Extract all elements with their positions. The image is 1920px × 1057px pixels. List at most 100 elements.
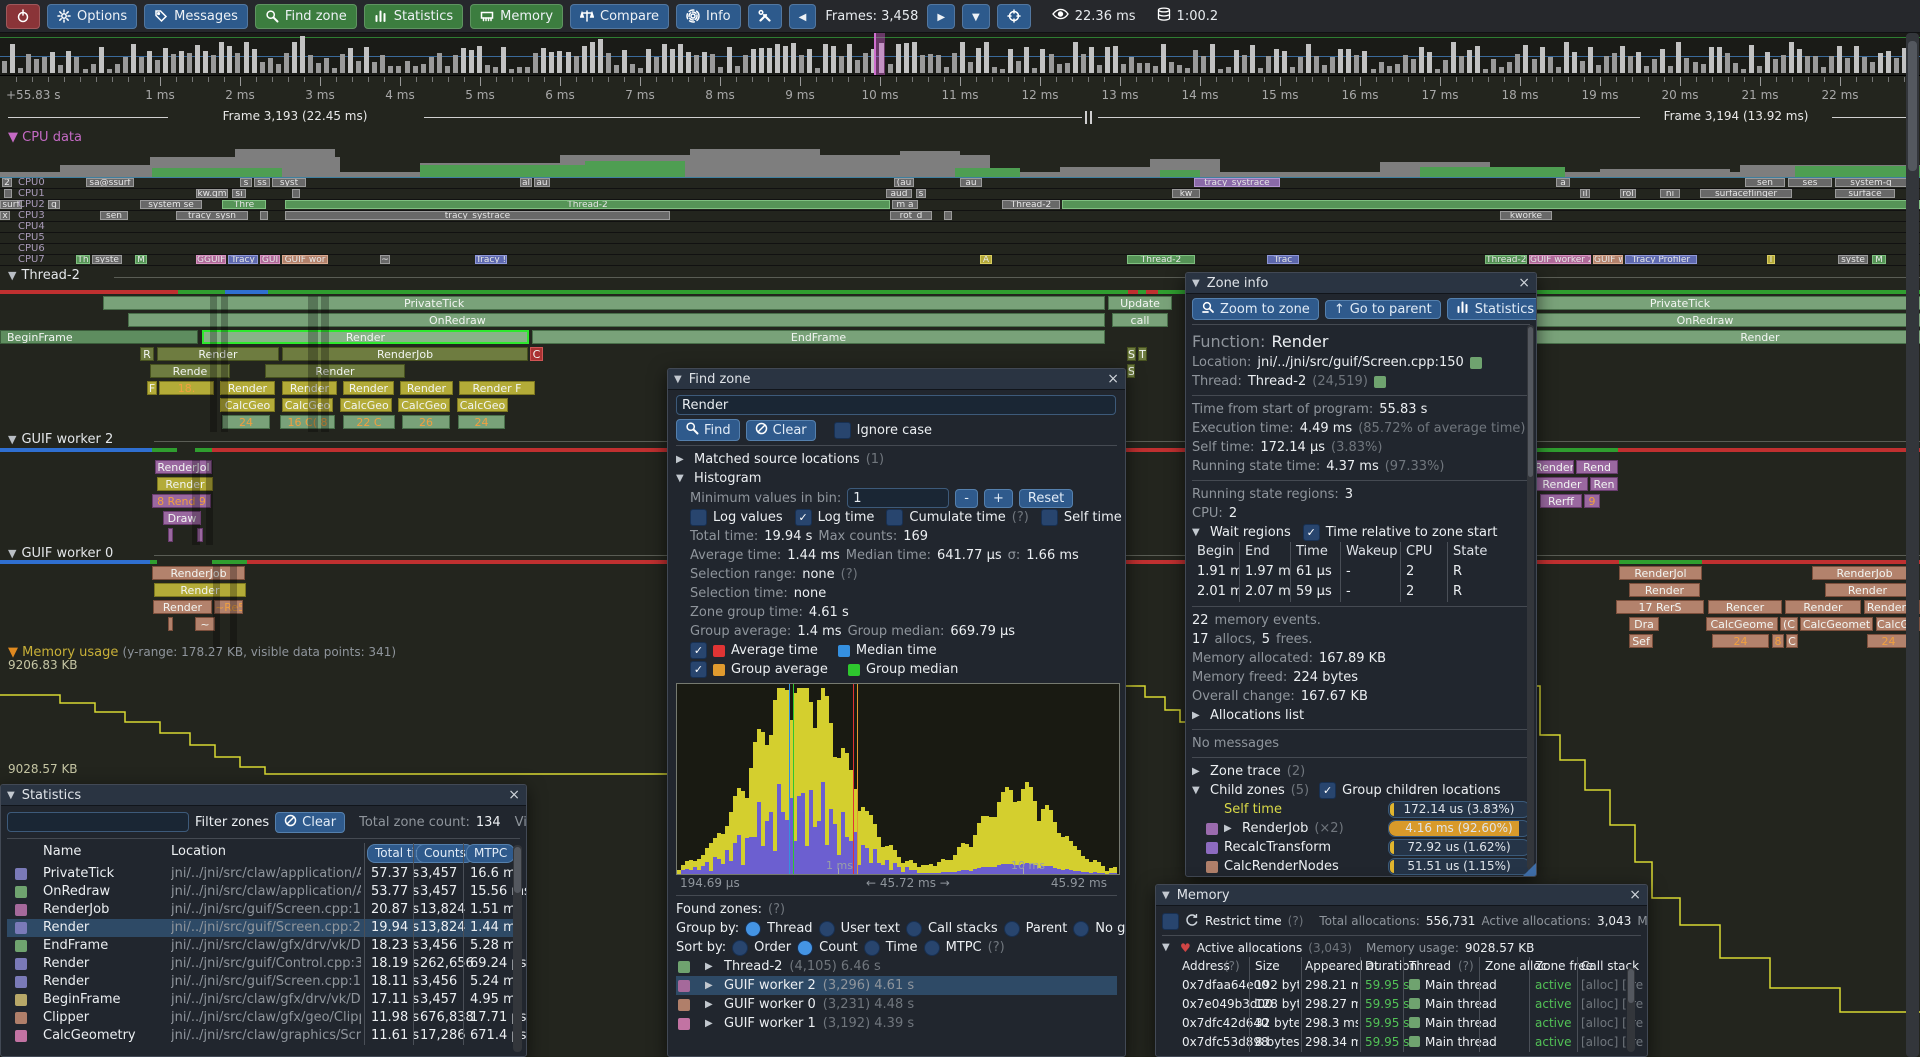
frame-bar[interactable] xyxy=(1837,46,1843,73)
expand-icon[interactable]: ▶ xyxy=(1192,766,1200,777)
cpu-segment[interactable]: rot_d xyxy=(890,211,932,220)
frame-bar[interactable] xyxy=(654,57,660,73)
frame-bar[interactable] xyxy=(1153,66,1159,73)
frame-bar[interactable] xyxy=(573,56,579,73)
frame-bar[interactable] xyxy=(927,54,933,73)
cpu-segment[interactable] xyxy=(292,189,300,198)
cpu-segment[interactable]: Th xyxy=(76,255,90,264)
frame-bar[interactable] xyxy=(589,42,595,73)
frame-bar[interactable] xyxy=(509,69,515,73)
frame-bar[interactable] xyxy=(1515,54,1521,73)
zone-sef[interactable]: Sef xyxy=(1629,634,1653,648)
cpu-segment[interactable]: rol xyxy=(1620,189,1636,198)
frame-bar[interactable] xyxy=(42,57,48,73)
found-zone-group-guif-worker-1[interactable]: ▶ GUIF worker 1 (3,192) 4.39 s xyxy=(676,1014,1117,1033)
radio-mtpc[interactable] xyxy=(923,939,940,956)
prev-frame-button[interactable]: ◀ xyxy=(788,3,817,29)
tools-button[interactable] xyxy=(747,3,782,29)
cpu-segment[interactable]: ni xyxy=(1660,189,1680,198)
radio-parent[interactable] xyxy=(1003,920,1020,937)
frame-bar[interactable] xyxy=(1821,67,1827,73)
memory-button[interactable]: Memory xyxy=(470,3,564,29)
zone-rend[interactable]: Rend xyxy=(1576,460,1618,474)
frame-markers-row[interactable]: Frame 3,193 (22.45 ms) Frame 3,194 (13.92… xyxy=(0,108,1920,126)
frame-bar[interactable] xyxy=(1636,52,1642,73)
cpu-data-section-label[interactable]: ▼ CPU data xyxy=(8,130,82,145)
cpu-segment[interactable]: sa@ssurf xyxy=(86,178,134,187)
close-icon[interactable]: × xyxy=(508,787,520,803)
cpu-segment[interactable]: system se xyxy=(140,200,202,209)
checkbox-cumulate-time[interactable] xyxy=(886,509,904,526)
cpu-segment[interactable]: A xyxy=(980,255,992,264)
frame-bar[interactable] xyxy=(251,49,257,73)
frame-bar[interactable] xyxy=(1652,59,1658,73)
zone-trace-row[interactable]: ▶ Zone trace (2) xyxy=(1192,764,1306,779)
frame-bar[interactable] xyxy=(1217,69,1223,73)
zone-renderjol[interactable]: RenderJol xyxy=(1619,566,1702,580)
frame-bar[interactable] xyxy=(1161,44,1167,73)
frame-bar[interactable] xyxy=(1410,59,1416,73)
memory-titlebar[interactable]: ▼ Memory × xyxy=(1156,885,1647,906)
frame-bar[interactable] xyxy=(911,42,917,73)
frame-bar[interactable] xyxy=(1740,69,1746,73)
frame-bar[interactable] xyxy=(976,48,982,73)
cpu-segment[interactable]: tracy_sysn xyxy=(176,211,248,220)
power-button[interactable] xyxy=(6,3,40,29)
frame-bar[interactable] xyxy=(428,57,434,73)
zone-18-[interactable]: 18. xyxy=(159,381,214,395)
frame-bar[interactable] xyxy=(187,53,193,73)
zone-t[interactable]: T xyxy=(1138,347,1147,361)
frame-bar[interactable] xyxy=(90,64,96,73)
statistics-row-render[interactable]: Render jni/../jni/src/guif/Control.cpp:34… xyxy=(7,955,526,973)
cpu-segment[interactable]: M xyxy=(135,255,147,264)
frame-bar[interactable] xyxy=(259,62,265,73)
frame-bar[interactable] xyxy=(1459,56,1465,73)
frame-bar[interactable] xyxy=(468,50,474,73)
frame-bar[interactable] xyxy=(1088,47,1094,73)
collapse-icon[interactable]: ▼ xyxy=(1192,527,1200,538)
frame-bar[interactable] xyxy=(1048,54,1054,73)
frame-bar[interactable] xyxy=(315,63,321,73)
frame-bar[interactable] xyxy=(597,39,603,73)
frame-bar[interactable] xyxy=(154,60,160,73)
frame-bar[interactable] xyxy=(1547,57,1553,73)
zone-render[interactable]: Render xyxy=(1536,477,1588,491)
frame-bar[interactable] xyxy=(163,48,168,73)
radio-time[interactable] xyxy=(863,939,880,956)
frame-bar[interactable] xyxy=(1209,44,1215,73)
frame-bar[interactable] xyxy=(968,62,973,73)
frame-bar[interactable] xyxy=(307,55,313,73)
frame-bar[interactable] xyxy=(74,57,80,73)
collapse-icon[interactable]: ▼ xyxy=(7,789,15,801)
radio-count[interactable] xyxy=(797,939,814,956)
frame-bar[interactable] xyxy=(460,48,466,73)
zone-renderjob[interactable]: RenderJob xyxy=(152,566,245,580)
zone-onredraw[interactable]: OnRedraw xyxy=(128,313,1105,327)
frame-bar[interactable] xyxy=(863,53,869,73)
frame-bar[interactable] xyxy=(1451,42,1456,73)
frame-bar[interactable] xyxy=(734,66,740,73)
frame-bar[interactable] xyxy=(1040,49,1046,73)
frame-bar[interactable] xyxy=(1483,69,1489,73)
cpu-segment[interactable]: Thread-2 xyxy=(1485,255,1527,264)
child-zone-row[interactable]: Submit35.63 us (0.79%) xyxy=(1192,876,1530,877)
zone-dra[interactable]: Dra xyxy=(1629,617,1659,631)
statistics-row-privatetick[interactable]: PrivateTick jni/../jni/src/claw/applicati… xyxy=(7,865,523,883)
zi-statistics-button[interactable]: Statistics xyxy=(1446,298,1536,320)
zone-c[interactable]: C xyxy=(1786,634,1798,648)
frame-bar[interactable] xyxy=(815,68,821,73)
cpu-segment[interactable] xyxy=(944,211,952,220)
frame-bar[interactable] xyxy=(227,46,233,73)
frame-bar[interactable] xyxy=(1893,58,1899,73)
frame-bar[interactable] xyxy=(855,60,861,73)
frame-bar[interactable] xyxy=(1273,49,1279,73)
frame-bar[interactable] xyxy=(1813,56,1819,73)
frame-bar[interactable] xyxy=(364,47,370,73)
frame-bar[interactable] xyxy=(823,44,829,73)
zone-calcgeo[interactable]: CalcGeo xyxy=(398,398,450,412)
cpu-segment[interactable]: au xyxy=(534,178,550,187)
cpu-segment[interactable]: GUI xyxy=(260,255,280,264)
frame-bar[interactable] xyxy=(219,42,225,73)
